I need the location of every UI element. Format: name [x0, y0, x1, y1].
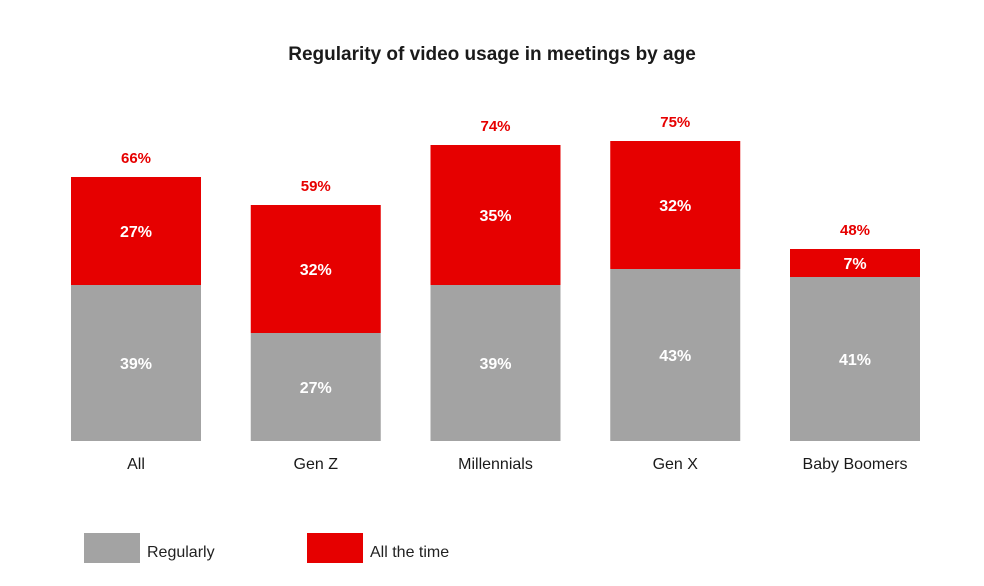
legend-item-regularly: Regularly — [84, 533, 215, 563]
data-label-regularly-all: 39% — [120, 356, 152, 373]
legend-label-all-the-time: All the time — [370, 544, 450, 561]
data-label-all-the-time-millennials: 35% — [479, 208, 511, 225]
bar-regularly-baby-boomers — [790, 277, 920, 441]
chart-title: Regularity of video usage in meetings by… — [288, 44, 696, 65]
data-label-all-the-time-gen-z: 32% — [300, 262, 332, 279]
bar-regularly-all — [71, 285, 201, 441]
bar-all-the-time-baby-boomers — [790, 249, 920, 277]
data-label-all-the-time-baby-boomers: 7% — [843, 256, 866, 273]
legend-swatch-regularly — [84, 533, 140, 563]
bar-all-the-time-gen-x — [610, 141, 741, 269]
total-label-baby-boomers: 48% — [840, 222, 870, 239]
total-label-gen-x: 75% — [660, 114, 690, 131]
x-tick-label-baby-boomers: Baby Boomers — [803, 456, 908, 473]
bar-regularly-millennials — [430, 285, 561, 441]
data-label-regularly-millennials: 39% — [479, 356, 511, 373]
x-tick-label-millennials: Millennials — [458, 456, 533, 473]
total-label-gen-z: 59% — [301, 178, 331, 195]
x-tick-label-all: All — [127, 456, 145, 473]
data-label-regularly-gen-z: 27% — [300, 380, 332, 397]
data-label-all-the-time-all: 27% — [120, 224, 152, 241]
legend-swatch-all-the-time — [307, 533, 363, 563]
x-tick-label-gen-x: Gen X — [653, 456, 699, 473]
data-label-all-the-time-gen-x: 32% — [659, 198, 691, 215]
bar-regularly-gen-z — [250, 333, 381, 441]
bar-all-the-time-gen-z — [250, 205, 381, 333]
total-label-millennials: 74% — [480, 118, 510, 135]
legend-label-regularly: Regularly — [147, 544, 215, 561]
legend-item-all-the-time: All the time — [307, 533, 449, 563]
bar-regularly-gen-x — [610, 269, 741, 441]
bar-all-the-time-all — [71, 177, 201, 285]
total-label-all: 66% — [121, 150, 151, 167]
x-tick-label-gen-z: Gen Z — [294, 456, 339, 473]
data-label-regularly-gen-x: 43% — [659, 348, 691, 365]
data-label-regularly-baby-boomers: 41% — [839, 352, 871, 369]
bar-all-the-time-millennials — [430, 145, 561, 285]
